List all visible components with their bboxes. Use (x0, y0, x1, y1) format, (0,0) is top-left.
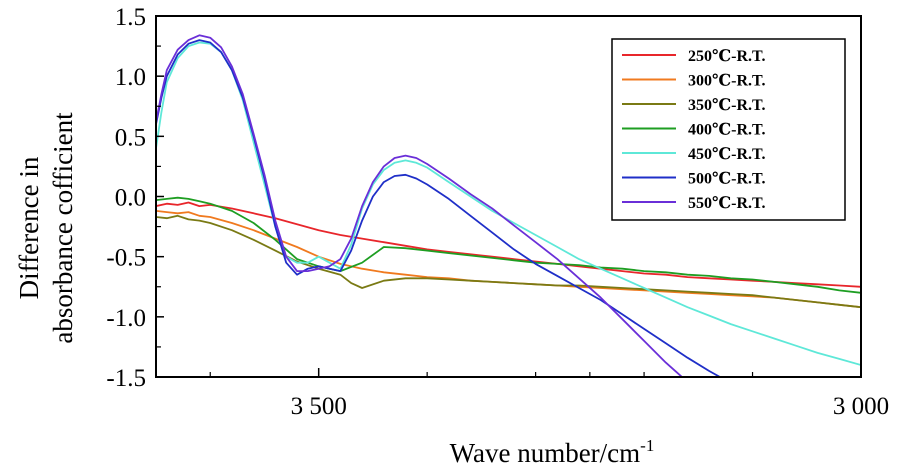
y-tick-label: 0.5 (115, 124, 146, 151)
legend-label-7: 550℃-R.T. (688, 195, 766, 212)
legend-label-1: 250℃-R.T. (688, 48, 766, 65)
legend: 250℃-R.T. 300℃-R.T. 350℃-R.T. 400℃-R.T. 450℃… (611, 38, 846, 221)
y-tick-label: 1.0 (115, 64, 146, 91)
y-axis: 1.5 1.0 0.5 0.0 -0.5 -1.0 -1.5 (106, 4, 164, 392)
y-tick-label: 1.5 (115, 4, 146, 31)
series-line-6 (156, 39, 721, 377)
legend-label-3: 350℃-R.T. (688, 97, 766, 114)
series-line-1 (156, 201, 861, 288)
series-line-4 (156, 196, 861, 294)
y-axis-title-line2: absorbance cofficient (48, 112, 78, 344)
x-axis: 3 500 3 000 (209, 368, 889, 420)
legend-label-5: 450℃-R.T. (688, 146, 766, 163)
y-tick-label: -0.5 (106, 245, 146, 272)
y-axis-title-line1: Difference in (14, 156, 44, 299)
x-tick-label: 3 500 (291, 393, 347, 420)
x-tick-label: 3 000 (833, 393, 889, 420)
y-tick-label: -1.0 (106, 305, 146, 332)
legend-label-2: 300℃-R.T. (688, 73, 766, 90)
legend-label-6: 500℃-R.T. (688, 171, 766, 188)
series-line-3 (156, 214, 861, 309)
legend-label-4: 400℃-R.T. (688, 122, 766, 139)
x-axis-title: Wave number/cm-1 (450, 436, 655, 468)
series-line-7 (156, 34, 683, 377)
y-tick-label: 0.0 (115, 185, 146, 212)
series-layer (156, 34, 861, 377)
x-axis-title-superscript: -1 (640, 436, 654, 455)
y-tick-label: -1.5 (106, 365, 146, 392)
